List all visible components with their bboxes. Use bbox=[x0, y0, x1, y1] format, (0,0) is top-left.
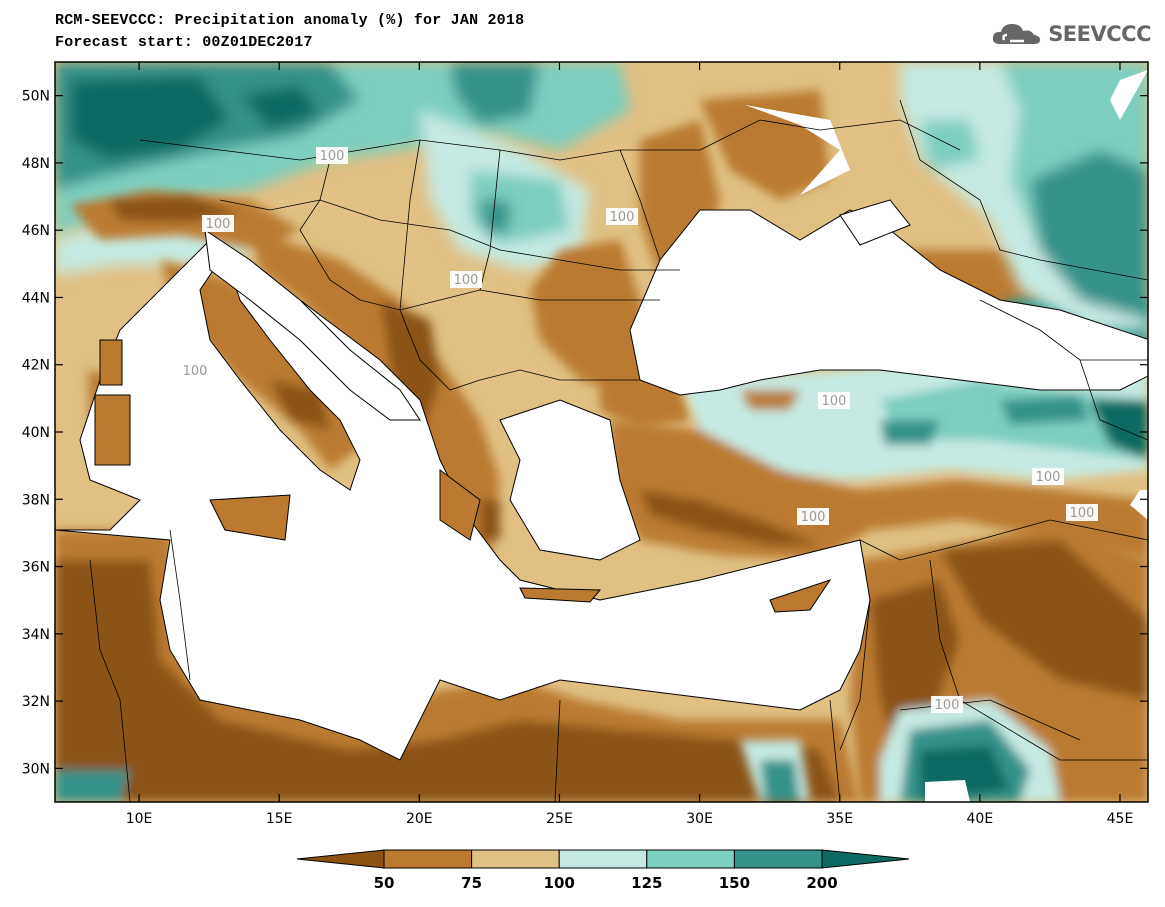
contour-label: 100 bbox=[801, 510, 826, 525]
lat-label: 38N bbox=[22, 492, 50, 508]
colorbar-segment bbox=[733, 849, 823, 869]
lon-label: 15E bbox=[266, 811, 293, 827]
contour-label-bg bbox=[606, 208, 638, 225]
map-title: RCM-SEEVCCC: Precipitation anomaly (%) f… bbox=[55, 12, 525, 29]
contour-label-bg bbox=[316, 147, 348, 164]
colorbar-label: 200 bbox=[806, 874, 838, 892]
anomaly-field bbox=[55, 62, 1148, 802]
colorbar-segment bbox=[558, 849, 648, 869]
lat-label: 44N bbox=[22, 290, 50, 306]
colorbar-label: 150 bbox=[718, 874, 751, 892]
colorbar-segment bbox=[296, 849, 385, 869]
lat-label: 50N bbox=[22, 89, 50, 105]
colorbar-label: 100 bbox=[543, 874, 575, 892]
contour-label-bg bbox=[202, 215, 234, 232]
lon-label: 35E bbox=[826, 811, 853, 827]
colorbar-label: 50 bbox=[373, 874, 395, 892]
contour-label: 100 bbox=[935, 698, 960, 713]
lat-label: 42N bbox=[22, 358, 50, 374]
contour-label-bg bbox=[1032, 468, 1064, 485]
contour-label-bg bbox=[797, 508, 829, 525]
colorbar-label: 125 bbox=[631, 874, 663, 892]
colorbar-segment bbox=[383, 849, 473, 869]
latitude-axis: 50N 48N 46N 44N 42N 40N 38N 36N 34N 32N 30N bbox=[22, 89, 1148, 777]
lat-label: 34N bbox=[22, 627, 50, 643]
sea-mask bbox=[55, 199, 1148, 761]
cloud-icon bbox=[993, 24, 1041, 44]
contour-label: 100 bbox=[822, 394, 847, 409]
lon-label: 10E bbox=[126, 811, 153, 827]
colorbar-label: 75 bbox=[461, 874, 483, 892]
contour-label: 100 bbox=[454, 273, 479, 288]
contour-label-bg bbox=[931, 696, 963, 713]
contour-label: 100 bbox=[320, 149, 345, 164]
contour-label-bg bbox=[450, 271, 482, 288]
colorbar-segment bbox=[821, 849, 910, 869]
contour-label: 100 bbox=[183, 364, 208, 379]
forecast-start: Forecast start: 00Z01DEC2017 bbox=[55, 34, 313, 51]
lon-label: 45E bbox=[1107, 811, 1134, 827]
colorbar bbox=[296, 849, 910, 869]
lat-label: 32N bbox=[22, 694, 50, 710]
lat-label: 48N bbox=[22, 156, 50, 172]
contour-label-bg bbox=[179, 362, 211, 379]
colorbar-segment bbox=[646, 849, 735, 869]
contour-label: 100 bbox=[1036, 470, 1061, 485]
logo-text: SEEVCCC bbox=[1048, 22, 1151, 46]
contour-label: 100 bbox=[610, 210, 635, 225]
lon-label: 40E bbox=[967, 811, 994, 827]
lat-label: 40N bbox=[22, 425, 50, 441]
colorbar-segment bbox=[471, 849, 560, 869]
lat-label: 46N bbox=[22, 223, 50, 239]
contour-label: 100 bbox=[206, 217, 231, 232]
contour-label-bg bbox=[1066, 504, 1098, 521]
lon-label: 25E bbox=[546, 811, 573, 827]
lon-label: 30E bbox=[686, 811, 713, 827]
lat-label: 36N bbox=[22, 560, 50, 576]
lon-label: 20E bbox=[406, 811, 433, 827]
longitude-axis: 10E 15E 20E 25E 30E 35E 40E 45E bbox=[126, 62, 1134, 827]
seevccc-logo: SEEVCCC bbox=[990, 20, 1151, 48]
contour-label-bg bbox=[818, 392, 850, 409]
contour-labels: 100 100 100 100 100 100 100 100 100 100 bbox=[179, 147, 1098, 713]
contour-label: 100 bbox=[1070, 506, 1095, 521]
lat-label: 30N bbox=[22, 761, 50, 777]
